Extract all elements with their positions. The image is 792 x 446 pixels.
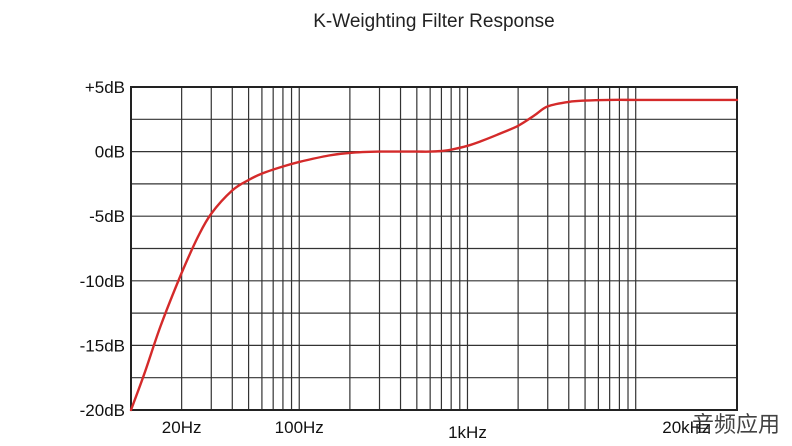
y-tick-label: -20dB [80, 401, 125, 420]
chart-title: K-Weighting Filter Response [313, 11, 554, 32]
x-tick-label: 1kHz [448, 423, 487, 442]
x-axis-ticks: 20Hz 100Hz 1kHz 20kHz [162, 418, 711, 442]
watermark-text: 音频应用 [692, 412, 780, 437]
x-tick-label: 20kHz [662, 418, 710, 437]
y-tick-label: +5dB [85, 78, 125, 97]
x-tick-label: 20Hz [162, 418, 202, 437]
y-tick-label: 0dB [95, 143, 125, 162]
response-curve [129, 98, 739, 412]
y-tick-label: -15dB [80, 336, 125, 355]
y-tick-label: -10dB [80, 272, 125, 291]
x-tick-label: 100Hz [275, 418, 324, 437]
grid-lines [131, 86, 737, 411]
y-tick-label: -5dB [89, 207, 125, 226]
y-axis-ticks: +5dB 0dB -5dB -10dB -15dB -20dB [80, 78, 125, 420]
plot-frame [130, 86, 738, 411]
